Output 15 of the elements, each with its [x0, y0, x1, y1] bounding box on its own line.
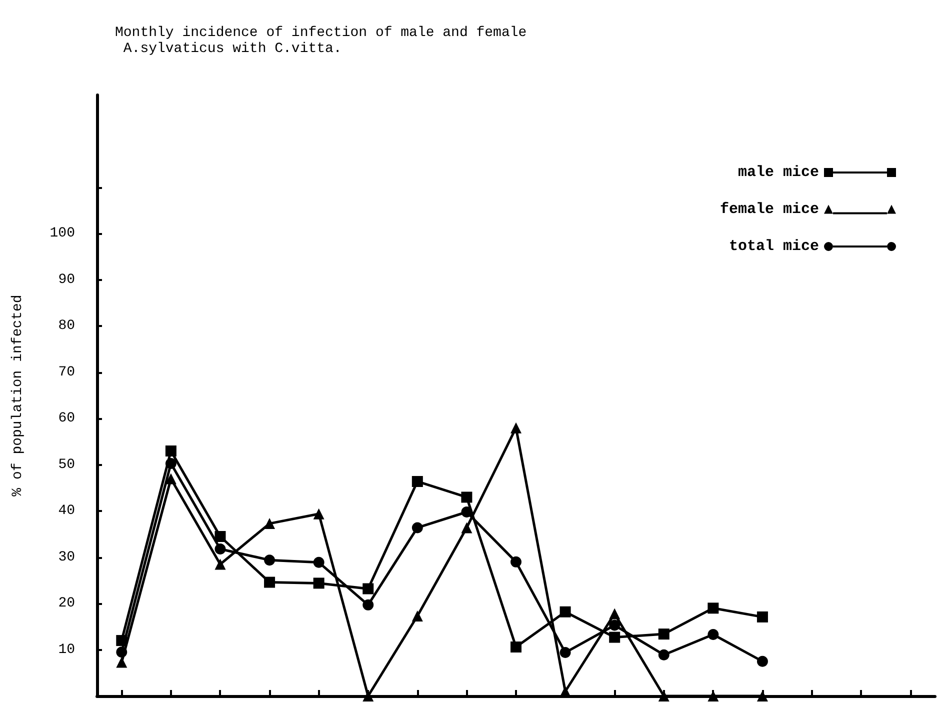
y-tick-label: 40 [58, 503, 75, 520]
legend-label: total mice [728, 238, 819, 255]
y-tick-label: 60 [58, 410, 75, 427]
legend-label: male mice [738, 164, 819, 181]
y-tick-label: 70 [58, 364, 75, 380]
y-tick-label: 50 [58, 456, 75, 473]
legend-label: female mice [720, 201, 819, 218]
y-tick-label: 20 [58, 596, 75, 612]
y-axis-title: % of population infected [10, 294, 26, 496]
chart-title: Monthly incidence of infection of male and female A.sylvaticus with C.vitta. [115, 25, 527, 57]
y-tick-label: 100 [50, 226, 75, 242]
y-tick-label: 80 [58, 318, 75, 334]
y-tick-label: 30 [58, 549, 75, 566]
y-tick-label: 10 [58, 642, 75, 658]
y-tick-label: 90 [58, 272, 75, 288]
